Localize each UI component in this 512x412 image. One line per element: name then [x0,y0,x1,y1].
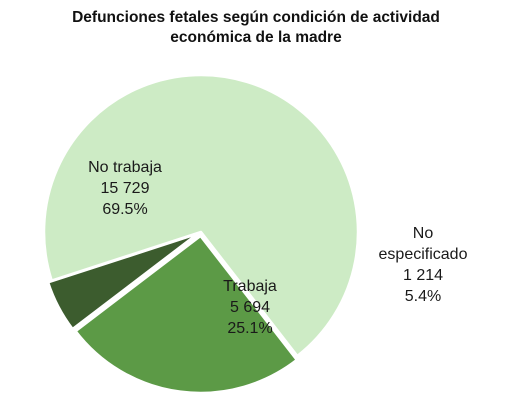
pie-slices [42,73,360,395]
pie-labels: No trabaja 15 729 69.5% Trabaja 5 694 25.1% No… [88,159,467,337]
pie-slice-no-especificado [46,232,199,331]
slice-label-trabaja: Trabaja 5 694 25.1% [223,278,277,337]
chart-title: Defunciones fetales según condición de a… [0,8,512,48]
pie-slice-trabaja [74,234,299,395]
slice-label-no-especificado: No especificado 1 214 5.4% [379,225,468,305]
chart-title-line-2: económica de la madre [170,29,342,46]
pie-slice-no-trabaja [42,73,360,358]
chart-title-line-1: Defunciones fetales según condición de a… [72,9,440,26]
slice-label-no-trabaja: No trabaja 15 729 69.5% [88,159,162,218]
